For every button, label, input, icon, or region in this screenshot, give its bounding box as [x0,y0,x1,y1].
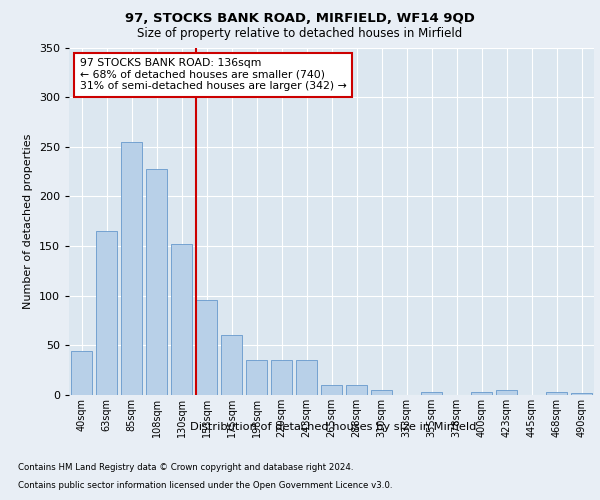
Bar [146,168,167,395]
Bar [371,390,392,395]
Bar [221,336,242,395]
Bar [296,360,317,395]
Bar [471,392,492,395]
Bar [196,300,217,395]
Bar [121,142,142,395]
Bar [421,392,442,395]
Bar [496,390,517,395]
Text: 97, STOCKS BANK ROAD, MIRFIELD, WF14 9QD: 97, STOCKS BANK ROAD, MIRFIELD, WF14 9QD [125,12,475,26]
Bar [171,244,192,395]
Y-axis label: Number of detached properties: Number of detached properties [23,134,33,309]
Text: Size of property relative to detached houses in Mirfield: Size of property relative to detached ho… [137,28,463,40]
Text: Contains HM Land Registry data © Crown copyright and database right 2024.: Contains HM Land Registry data © Crown c… [18,462,353,471]
Bar [571,393,592,395]
Text: Contains public sector information licensed under the Open Government Licence v3: Contains public sector information licen… [18,481,392,490]
Bar [71,352,92,395]
Text: 97 STOCKS BANK ROAD: 136sqm
← 68% of detached houses are smaller (740)
31% of se: 97 STOCKS BANK ROAD: 136sqm ← 68% of det… [79,58,346,91]
Bar [246,360,267,395]
Text: Distribution of detached houses by size in Mirfield: Distribution of detached houses by size … [190,422,476,432]
Bar [96,231,117,395]
Bar [546,392,567,395]
Bar [321,385,342,395]
Bar [346,385,367,395]
Bar [271,360,292,395]
